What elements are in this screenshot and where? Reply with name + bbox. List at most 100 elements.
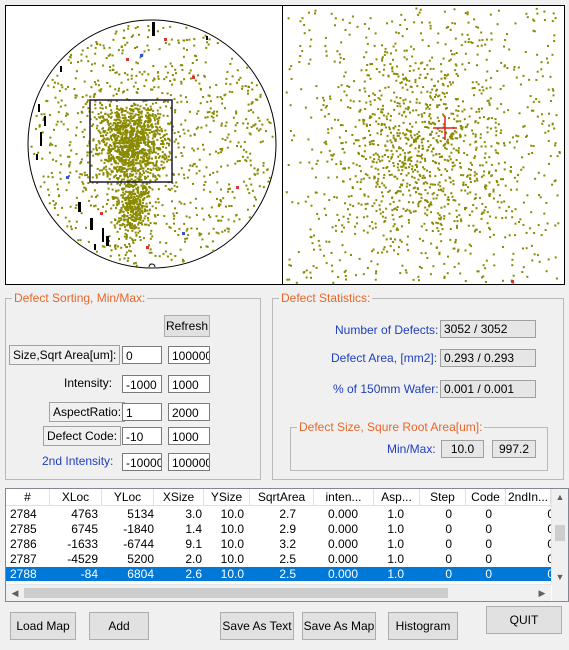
table-cell: 1.0 (387, 552, 404, 566)
column-header[interactable]: inten... (314, 489, 374, 506)
table-cell: 1.0 (387, 537, 404, 551)
histogram-button[interactable]: Histogram (388, 612, 458, 640)
column-header[interactable]: SqrtArea (250, 489, 314, 506)
defect-list-table[interactable]: # XLoc YLoc XSize YSize SqrtArea inten... Asp..… (5, 488, 569, 602)
table-cell: 2788 (10, 567, 37, 581)
wafer-map-panel[interactable] (5, 5, 565, 285)
column-header[interactable]: Code (466, 489, 506, 506)
table-cell: 0 (445, 522, 452, 536)
save-as-map-button[interactable]: Save As Map (302, 612, 376, 640)
defect-code-min-input[interactable]: -10 (122, 427, 162, 445)
save-as-text-button[interactable]: Save As Text (220, 612, 294, 640)
aspect-ratio-min-input[interactable]: 1 (122, 403, 162, 421)
column-header[interactable]: Asp... (374, 489, 420, 506)
table-cell: 0.000 (327, 522, 358, 536)
table-cell: 2787 (10, 552, 37, 566)
add-button[interactable]: Add (89, 612, 149, 640)
table-cell: 0.000 (327, 507, 358, 521)
wafer-zoom-map[interactable] (283, 6, 563, 284)
table-cell: 2.0 (185, 552, 202, 566)
table-cell: 1.0 (387, 522, 404, 536)
second-intensity-max-input[interactable]: 1000000 (168, 453, 210, 471)
refresh-button[interactable]: Refresh (164, 315, 210, 337)
number-of-defects-label: Number of Defects: (335, 323, 439, 337)
vertical-scroll-thumb[interactable] (555, 525, 565, 541)
table-cell: 0 (504, 552, 554, 566)
wafer-notch (148, 263, 156, 268)
defect-sorting-title: Defect Sorting, Min/Max: (12, 291, 148, 305)
scroll-right-icon[interactable]: ▶ (538, 588, 546, 598)
aspect-ratio-max-input[interactable]: 2000 (168, 403, 210, 421)
zoom-selection-rect (89, 99, 173, 183)
size-min-input[interactable]: 0 (122, 346, 162, 364)
table-cell: 0 (504, 537, 554, 551)
table-cell: 2785 (10, 522, 37, 536)
table-cell: 3.0 (185, 507, 202, 521)
aspect-ratio-label: AspectRatio: (49, 402, 126, 422)
wafer-overview-map[interactable] (6, 6, 282, 284)
vertical-scrollbar[interactable]: ▲ ▼ (551, 489, 568, 585)
table-cell: -1633 (67, 537, 98, 551)
defect-size-group: Defect Size, Squre Root Area[um]: Min/Ma… (290, 420, 548, 471)
table-cell: -6744 (123, 537, 154, 551)
column-header[interactable]: XSize (154, 489, 204, 506)
table-cell: 0 (445, 567, 452, 581)
wafer-percent-label: % of 150mm Wafer: (333, 382, 439, 396)
table-cell: 3.2 (279, 537, 296, 551)
min-max-label: Min/Max: (387, 442, 436, 456)
defect-area-label: Defect Area, [mm2]: (331, 351, 438, 365)
defect-code-max-input[interactable]: 1000 (168, 427, 210, 445)
table-cell: 0 (504, 507, 554, 521)
table-cell: 5134 (127, 507, 154, 521)
table-cell: 2786 (10, 537, 37, 551)
horizontal-scrollbar[interactable]: ◀ ▶ (6, 584, 551, 601)
scroll-left-icon[interactable]: ◀ (11, 588, 19, 598)
table-cell: 0 (485, 567, 492, 581)
table-cell: 4763 (71, 507, 98, 521)
column-header[interactable]: # (6, 489, 50, 506)
wafer-percent-value: 0.001 / 0.001 (440, 380, 536, 398)
table-header: # XLoc YLoc XSize YSize SqrtArea inten... Asp..… (6, 489, 551, 506)
table-cell: 2.6 (185, 567, 202, 581)
column-header[interactable]: YLoc (102, 489, 154, 506)
table-cell: 0.000 (327, 567, 358, 581)
load-map-button[interactable]: Load Map (10, 612, 76, 640)
second-intensity-label: 2nd Intensity: (42, 454, 114, 468)
table-cell: 10.0 (220, 552, 244, 566)
intensity-label: Intensity: (64, 376, 113, 390)
table-cell: 1.0 (387, 567, 404, 581)
wafer-defect-dots (30, 22, 274, 267)
table-cell: -84 (80, 567, 98, 581)
table-cell: 10.0 (220, 537, 244, 551)
table-cell: -1840 (123, 522, 154, 536)
column-header[interactable]: 2ndIn... (506, 489, 551, 506)
defect-size-title: Defect Size, Squre Root Area[um]: (297, 420, 485, 434)
table-cell: 0 (485, 507, 492, 521)
column-header[interactable]: XLoc (50, 489, 102, 506)
scroll-up-icon[interactable]: ▲ (555, 492, 565, 502)
number-of-defects-value: 3052 / 3052 (440, 320, 536, 338)
table-cell: 0 (485, 537, 492, 551)
quit-button[interactable]: QUIT (486, 606, 562, 634)
column-header[interactable]: YSize (204, 489, 250, 506)
column-header[interactable]: Step (420, 489, 466, 506)
second-intensity-min-input[interactable]: -10000 (122, 453, 162, 471)
table-cell: 10.0 (220, 522, 244, 536)
horizontal-scroll-thumb[interactable] (24, 588, 448, 598)
zoom-defect-dots (285, 7, 561, 284)
defect-sorting-group: Defect Sorting, Min/Max: Refresh Size,Sq… (5, 291, 261, 480)
scroll-down-icon[interactable]: ▼ (555, 572, 565, 582)
size-max-input[interactable]: 1000000 (168, 346, 210, 364)
intensity-max-input[interactable]: 1000 (168, 375, 210, 393)
table-cell: 6804 (127, 567, 154, 581)
scrollbar-corner (552, 585, 568, 601)
table-cell: 2.5 (279, 567, 296, 581)
defect-size-min-value: 10.0 (441, 440, 484, 458)
intensity-min-input[interactable]: -1000 (122, 375, 162, 393)
table-cell: 2784 (10, 507, 37, 521)
